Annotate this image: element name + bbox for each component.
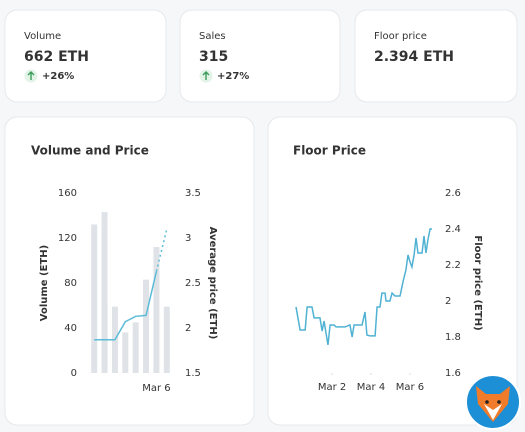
tick-label: 1.6 [445, 368, 461, 379]
y2-axis-title: Average price (ETH) [207, 227, 218, 340]
tick-label: 1.8 [445, 332, 461, 343]
bar [163, 306, 170, 373]
y2-axis-title: Floor price (ETH) [472, 235, 483, 330]
stat-value: 2.394 ETH [374, 49, 454, 65]
stat-change: +26% [42, 71, 74, 82]
stat-value: 662 ETH [24, 49, 89, 65]
logo [465, 374, 521, 430]
tick-label: Mar 2 [318, 382, 346, 393]
stat-card [354, 9, 518, 103]
logo-fox-face [484, 404, 502, 420]
chart-title: Volume and Price [31, 144, 149, 158]
change-arrow [202, 71, 210, 80]
tick-label: 2.4 [445, 224, 461, 235]
logo-fox [476, 386, 510, 422]
tick-label: 40 [64, 323, 77, 334]
chart-title: Floor Price [293, 144, 366, 158]
logo-eye [497, 400, 501, 404]
floor-line [295, 228, 432, 346]
tick-label: 2.6 [445, 188, 461, 199]
bar [101, 212, 108, 373]
logo-eye [485, 400, 489, 404]
tick-label: Mar 4 [357, 382, 385, 393]
x-tick-label: Mar 6 [142, 383, 170, 394]
tick-label: 0 [71, 368, 77, 379]
tick-label: 2.2 [445, 260, 461, 271]
price-line [94, 271, 158, 341]
tick-label: 1.5 [185, 368, 201, 379]
tick-label: 2.5 [185, 278, 201, 289]
tick-label: 3.5 [185, 188, 201, 199]
tick-label: 120 [58, 233, 77, 244]
stat-label: Floor price [374, 31, 427, 42]
price-projection [155, 228, 168, 272]
chart-card [267, 116, 518, 426]
chart-card [4, 116, 255, 426]
tick-label: 2 [445, 296, 451, 307]
tick-label: 160 [58, 188, 77, 199]
bar [153, 247, 160, 373]
stat-change: +27% [217, 71, 249, 82]
bar [122, 332, 129, 373]
tick-label: Mar 6 [396, 382, 424, 393]
stat-label: Sales [199, 31, 226, 42]
bar [91, 224, 98, 373]
stat-card [179, 9, 341, 103]
y-axis-title: Volume (ETH) [39, 245, 50, 321]
tick-label: 2 [185, 323, 191, 334]
stat-label: Volume [24, 31, 61, 42]
tick-label: 80 [64, 278, 77, 289]
stat-value: 315 [199, 49, 228, 65]
stat-card [4, 9, 167, 103]
bar [132, 322, 139, 373]
tick-label: 3 [185, 233, 191, 244]
change-arrow [27, 71, 35, 80]
bar [143, 279, 150, 373]
